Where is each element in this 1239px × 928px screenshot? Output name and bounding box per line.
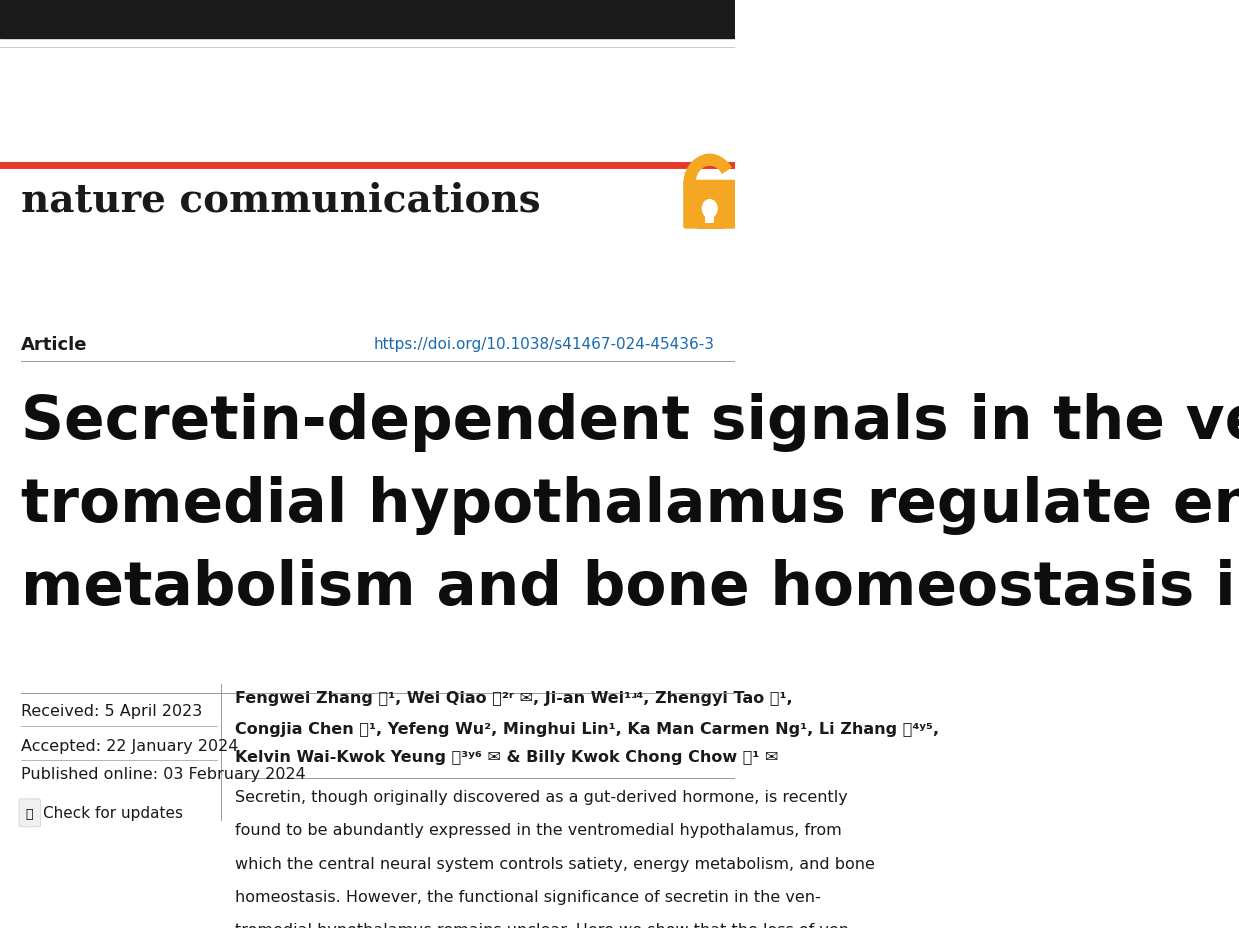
Text: Received: 5 April 2023: Received: 5 April 2023 bbox=[21, 703, 202, 718]
Text: Congjia Chen ⓘ¹, Yefeng Wu², Minghui Lin¹, Ka Man Carmen Ng¹, Li Zhang ⓘ⁴ʸ⁵,: Congjia Chen ⓘ¹, Yefeng Wu², Minghui Lin… bbox=[235, 721, 939, 736]
Bar bbox=[0, 0, 736, 39]
Text: Secretin-dependent signals in the ven-: Secretin-dependent signals in the ven- bbox=[21, 393, 1239, 451]
Text: Secretin, though originally discovered as a gut-derived hormone, is recently: Secretin, though originally discovered a… bbox=[235, 790, 849, 805]
Text: nature communications: nature communications bbox=[21, 182, 540, 220]
Text: Kelvin Wai-Kwok Yeung ⓘ³ʸ⁶ ✉ & Billy Kwok Chong Chow ⓘ¹ ✉: Kelvin Wai-Kwok Yeung ⓘ³ʸ⁶ ✉ & Billy Kwo… bbox=[235, 749, 779, 764]
Text: Published online: 03 February 2024: Published online: 03 February 2024 bbox=[21, 767, 305, 781]
PathPatch shape bbox=[685, 154, 731, 212]
Text: metabolism and bone homeostasis in mice: metabolism and bone homeostasis in mice bbox=[21, 559, 1239, 617]
Text: which the central neural system controls satiety, energy metabolism, and bone: which the central neural system controls… bbox=[235, 856, 875, 870]
Text: homeostasis. However, the functional significance of secretin in the ven-: homeostasis. However, the functional sig… bbox=[235, 889, 821, 904]
Text: Check for updates: Check for updates bbox=[42, 806, 182, 820]
Text: https://doi.org/10.1038/s41467-024-45436-3: https://doi.org/10.1038/s41467-024-45436… bbox=[374, 337, 715, 352]
Text: 🔄: 🔄 bbox=[26, 807, 33, 820]
Text: tromedial hypothalamus regulate energy: tromedial hypothalamus regulate energy bbox=[21, 475, 1239, 535]
Text: tromedial hypothalamus remains unclear. Here we show that the loss of ven-: tromedial hypothalamus remains unclear. … bbox=[235, 922, 855, 928]
Text: found to be abundantly expressed in the ventromedial hypothalamus, from: found to be abundantly expressed in the … bbox=[235, 822, 843, 838]
Text: Fengwei Zhang ⓘ¹, Wei Qiao ⓘ²ʳ ✉, Ji-an Wei¹ʴ⁴, Zhengyi Tao ⓘ¹,: Fengwei Zhang ⓘ¹, Wei Qiao ⓘ²ʳ ✉, Ji-an … bbox=[235, 690, 793, 705]
Text: Accepted: 22 January 2024: Accepted: 22 January 2024 bbox=[21, 739, 238, 754]
Circle shape bbox=[701, 200, 717, 219]
Text: 🔓: 🔓 bbox=[694, 179, 726, 231]
FancyBboxPatch shape bbox=[705, 211, 714, 225]
FancyBboxPatch shape bbox=[19, 799, 41, 827]
Text: Article: Article bbox=[21, 336, 87, 354]
FancyBboxPatch shape bbox=[683, 181, 736, 229]
